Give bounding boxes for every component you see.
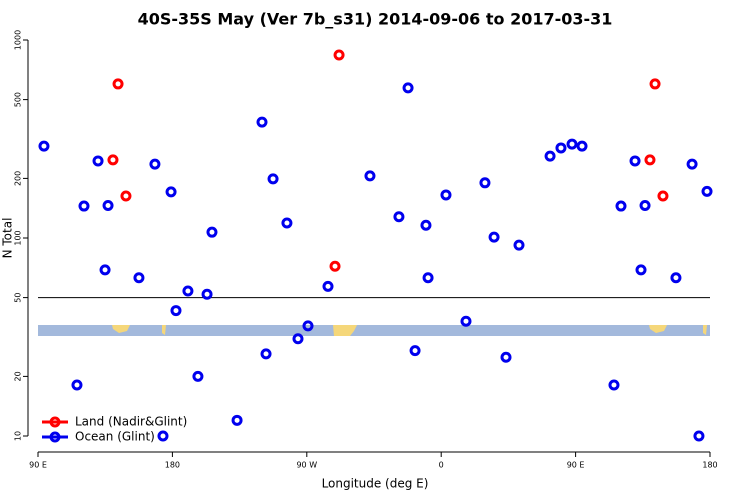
point (393, 211, 405, 223)
y-tick-label: 10 (14, 431, 23, 441)
point (644, 154, 656, 166)
point (170, 305, 182, 317)
legend-marker (49, 431, 61, 443)
point (440, 189, 452, 201)
point (157, 430, 169, 442)
land-blob (333, 325, 357, 336)
x-axis-label: Longitude (deg E) (322, 477, 429, 491)
point (701, 185, 713, 197)
point (78, 200, 90, 212)
point (364, 170, 376, 182)
point (576, 140, 588, 152)
point (133, 272, 145, 284)
point (260, 348, 272, 360)
point (657, 190, 669, 202)
x-tick-label: 90 W (296, 461, 317, 470)
land-blob (112, 325, 130, 333)
point (479, 177, 491, 189)
map-strip (38, 325, 710, 336)
point (112, 78, 124, 90)
point (120, 190, 132, 202)
point (165, 186, 177, 198)
x-tick-label: 180 (165, 461, 180, 470)
y-tick-label: 1000 (14, 30, 23, 50)
point (231, 414, 243, 426)
point (500, 351, 512, 363)
point (649, 78, 661, 90)
point (322, 280, 334, 292)
point (566, 138, 578, 150)
x-tick-label: 90 E (29, 461, 47, 470)
point (670, 272, 682, 284)
legend-label: Land (Nadir&Glint) (75, 415, 187, 429)
point (256, 116, 268, 128)
point (629, 155, 641, 167)
point (182, 285, 194, 297)
land-blob (162, 325, 166, 335)
ocean-strip (38, 325, 710, 336)
point (329, 260, 341, 272)
point (38, 140, 50, 152)
point (99, 264, 111, 276)
point (267, 173, 279, 185)
point (333, 49, 345, 61)
legend-marker (49, 416, 61, 428)
point (555, 142, 567, 154)
point (544, 150, 556, 162)
legend-label: Ocean (Glint) (75, 430, 155, 444)
point (693, 430, 705, 442)
point (107, 154, 119, 166)
y-tick-label: 50 (14, 293, 23, 303)
y-axis-label: N Total (1, 218, 15, 259)
x-tick-label: 90 E (567, 461, 585, 470)
point (302, 320, 314, 332)
point (192, 370, 204, 382)
point (149, 158, 161, 170)
point (71, 379, 83, 391)
x-tick-label: 180 (702, 461, 717, 470)
point (635, 264, 647, 276)
chart-title: 40S-35S May (Ver 7b_s31) 2014-09-06 to 2… (138, 10, 613, 29)
point (292, 333, 304, 345)
y-tick-label: 500 (14, 92, 23, 107)
point (513, 239, 525, 251)
point (615, 200, 627, 212)
point (409, 345, 421, 357)
point (201, 288, 213, 300)
y-tick-label: 100 (14, 230, 23, 245)
point (281, 217, 293, 229)
point (639, 199, 651, 211)
point (420, 219, 432, 231)
point (422, 272, 434, 284)
point (460, 315, 472, 327)
y-tick-label: 20 (14, 371, 23, 381)
point (206, 226, 218, 238)
point (402, 82, 414, 94)
point (608, 379, 620, 391)
x-tick-label: 0 (439, 461, 444, 470)
point (488, 231, 500, 243)
land-blob (649, 325, 667, 333)
point (102, 199, 114, 211)
land-blob (703, 325, 707, 335)
point (686, 158, 698, 170)
y-tick-label: 200 (14, 171, 23, 186)
point (92, 155, 104, 167)
